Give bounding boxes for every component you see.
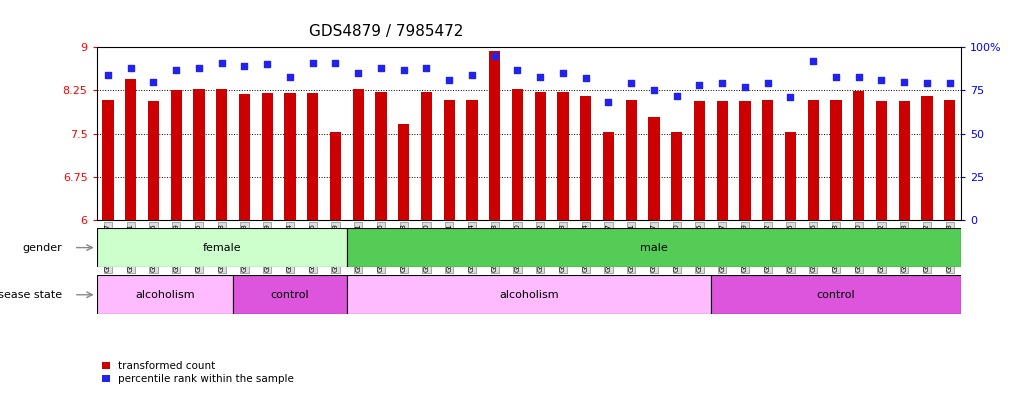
Point: [646, 87, 662, 94]
Text: male: male: [640, 242, 668, 253]
Bar: [557, 92, 569, 220]
Point: [760, 80, 776, 86]
Bar: [347, 275, 711, 314]
Point: [486, 53, 502, 59]
Text: female: female: [202, 242, 241, 253]
Text: control: control: [817, 290, 855, 300]
Point: [850, 73, 866, 80]
Point: [327, 60, 344, 66]
Point: [123, 65, 139, 71]
Bar: [193, 89, 204, 220]
Bar: [443, 100, 455, 220]
Text: alcoholism: alcoholism: [135, 290, 194, 300]
Bar: [103, 100, 114, 220]
Bar: [375, 92, 386, 220]
Point: [282, 73, 298, 80]
Point: [396, 66, 412, 73]
Bar: [603, 132, 614, 220]
Bar: [944, 99, 955, 220]
Bar: [233, 275, 347, 314]
Bar: [921, 96, 933, 220]
Point: [350, 70, 366, 76]
Point: [714, 80, 730, 86]
Bar: [466, 100, 478, 220]
Bar: [512, 89, 523, 220]
Text: control: control: [271, 290, 309, 300]
Point: [168, 66, 184, 73]
Point: [373, 65, 390, 71]
Bar: [261, 93, 273, 220]
Bar: [347, 228, 961, 267]
Bar: [762, 99, 773, 220]
Point: [600, 99, 616, 106]
Bar: [830, 99, 842, 220]
Point: [100, 72, 116, 78]
Text: gender: gender: [22, 242, 62, 253]
Bar: [898, 101, 910, 220]
Bar: [239, 94, 250, 220]
Bar: [307, 93, 318, 220]
Point: [874, 77, 890, 83]
Point: [692, 82, 708, 88]
Point: [236, 63, 252, 69]
Bar: [330, 132, 341, 220]
Bar: [580, 96, 592, 220]
Bar: [648, 118, 660, 220]
Point: [942, 80, 958, 86]
Bar: [671, 132, 682, 220]
Point: [896, 79, 912, 85]
Point: [510, 66, 526, 73]
Bar: [97, 275, 233, 314]
Point: [555, 70, 572, 76]
Point: [145, 79, 162, 85]
Bar: [216, 89, 228, 220]
Point: [805, 58, 822, 64]
Text: alcoholism: alcoholism: [499, 290, 558, 300]
Bar: [125, 79, 136, 220]
Point: [191, 65, 207, 71]
Point: [464, 72, 480, 78]
Bar: [535, 92, 546, 220]
Point: [828, 73, 844, 80]
Bar: [171, 90, 182, 220]
Text: GDS4879 / 7985472: GDS4879 / 7985472: [309, 24, 464, 39]
Bar: [717, 101, 728, 220]
Bar: [694, 101, 705, 220]
Point: [736, 84, 753, 90]
Point: [668, 92, 684, 99]
Point: [532, 73, 548, 80]
Point: [418, 65, 434, 71]
Bar: [489, 51, 500, 220]
Bar: [285, 93, 296, 220]
Bar: [876, 101, 887, 220]
Point: [259, 61, 276, 68]
Point: [441, 77, 458, 83]
Point: [214, 60, 230, 66]
Bar: [739, 101, 751, 220]
Point: [782, 94, 798, 101]
Point: [623, 80, 640, 86]
Bar: [785, 132, 796, 220]
Point: [305, 60, 321, 66]
Bar: [353, 89, 364, 220]
Bar: [421, 92, 432, 220]
Bar: [711, 275, 961, 314]
Text: disease state: disease state: [0, 290, 62, 300]
Point: [918, 80, 935, 86]
Bar: [807, 99, 819, 220]
Bar: [398, 124, 410, 220]
Bar: [853, 91, 864, 220]
Point: [578, 75, 594, 81]
Bar: [625, 100, 637, 220]
Legend: transformed count, percentile rank within the sample: transformed count, percentile rank withi…: [102, 361, 294, 384]
Bar: [97, 228, 347, 267]
Bar: [147, 101, 160, 220]
